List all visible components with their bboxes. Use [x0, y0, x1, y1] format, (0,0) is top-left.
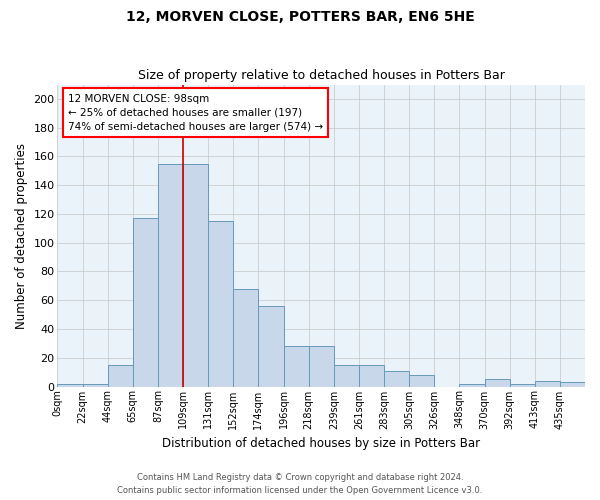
X-axis label: Distribution of detached houses by size in Potters Bar: Distribution of detached houses by size … [162, 437, 480, 450]
Bar [133, 218, 158, 386]
Bar [460, 384, 485, 386]
Bar [560, 382, 585, 386]
Title: Size of property relative to detached houses in Potters Bar: Size of property relative to detached ho… [138, 69, 505, 82]
Bar [485, 380, 509, 386]
Bar [208, 221, 233, 386]
Y-axis label: Number of detached properties: Number of detached properties [15, 142, 28, 328]
Bar [108, 365, 133, 386]
Bar [259, 306, 284, 386]
Bar [233, 288, 259, 386]
Bar [535, 381, 560, 386]
Bar [58, 384, 83, 386]
Bar [509, 384, 535, 386]
Bar [384, 370, 409, 386]
Text: 12 MORVEN CLOSE: 98sqm
← 25% of detached houses are smaller (197)
74% of semi-de: 12 MORVEN CLOSE: 98sqm ← 25% of detached… [68, 94, 323, 132]
Bar [284, 346, 308, 387]
Bar [334, 365, 359, 386]
Bar [183, 164, 208, 386]
Bar [409, 375, 434, 386]
Bar [308, 346, 334, 387]
Bar [83, 384, 108, 386]
Bar [158, 164, 183, 386]
Bar [359, 365, 384, 386]
Text: Contains HM Land Registry data © Crown copyright and database right 2024.
Contai: Contains HM Land Registry data © Crown c… [118, 474, 482, 495]
Text: 12, MORVEN CLOSE, POTTERS BAR, EN6 5HE: 12, MORVEN CLOSE, POTTERS BAR, EN6 5HE [125, 10, 475, 24]
